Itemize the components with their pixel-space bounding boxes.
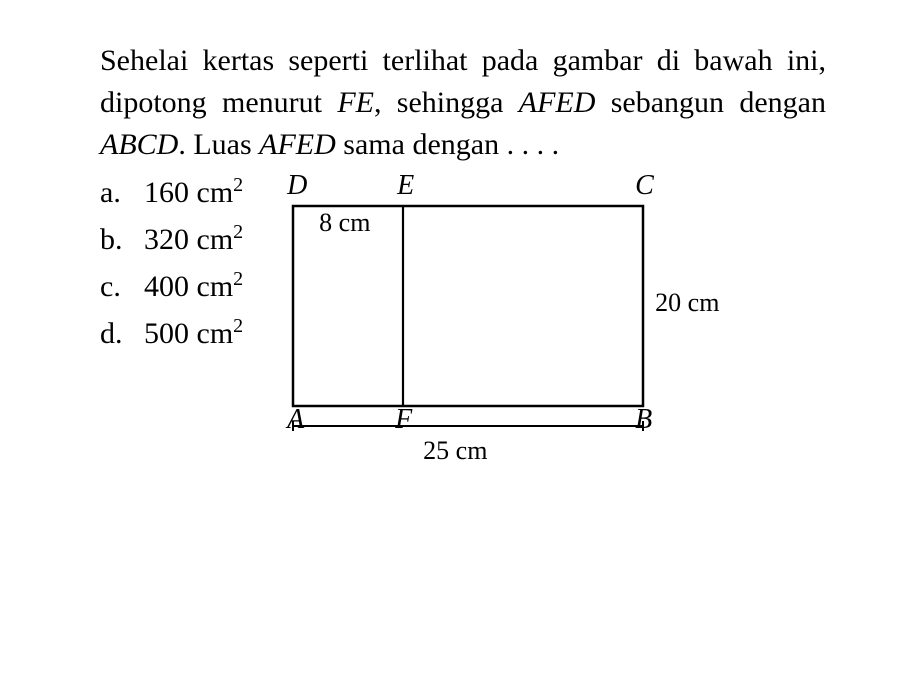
q-abcd: ABCD <box>100 128 178 161</box>
q-text-3: sebangun dengan <box>595 86 826 119</box>
option-b-num: 320 cm <box>144 223 233 256</box>
option-c-value: 400 cm2 <box>144 264 243 309</box>
q-text-4: . Luas <box>178 128 259 161</box>
option-a-value: 160 cm2 <box>144 170 243 215</box>
dim-ab: 25 cm <box>423 436 487 466</box>
option-c-exp: 2 <box>233 268 243 290</box>
option-c: c. 400 cm2 <box>100 264 243 309</box>
option-a-exp: 2 <box>233 174 243 196</box>
option-b-letter: b. <box>100 217 144 262</box>
option-c-num: 400 cm <box>144 270 233 303</box>
options-column: a. 160 cm2 b. 320 cm2 c. 400 cm2 d. 500 … <box>100 170 273 490</box>
q-afed: AFED <box>519 86 596 119</box>
option-d-value: 500 cm2 <box>144 311 243 356</box>
option-d-num: 500 cm <box>144 317 233 350</box>
option-a-letter: a. <box>100 170 144 215</box>
vertex-e: E <box>397 170 414 202</box>
question-text: Sehelai kertas seperti terlihat pada gam… <box>100 40 826 166</box>
diagram: D E C A F B 8 cm 20 cm 25 cm <box>273 170 743 490</box>
dim-de: 8 cm <box>319 208 370 238</box>
option-d: d. 500 cm2 <box>100 311 243 356</box>
vertex-d: D <box>287 170 307 202</box>
dim-bc: 20 cm <box>655 288 719 318</box>
option-b: b. 320 cm2 <box>100 217 243 262</box>
option-a-num: 160 cm <box>144 176 233 209</box>
vertex-b: B <box>635 404 652 436</box>
option-d-exp: 2 <box>233 315 243 337</box>
q-fe: FE <box>337 86 374 119</box>
content-row: a. 160 cm2 b. 320 cm2 c. 400 cm2 d. 500 … <box>100 170 826 490</box>
option-d-letter: d. <box>100 311 144 356</box>
option-a: a. 160 cm2 <box>100 170 243 215</box>
vertex-f: F <box>395 404 412 436</box>
option-c-letter: c. <box>100 264 144 309</box>
q-text-2: , sehingga <box>374 86 519 119</box>
q-afed2: AFED <box>259 128 336 161</box>
vertex-c: C <box>635 170 654 202</box>
option-b-value: 320 cm2 <box>144 217 243 262</box>
vertex-a: A <box>287 404 304 436</box>
option-b-exp: 2 <box>233 221 243 243</box>
q-text-5: sama dengan . . . . <box>336 128 559 161</box>
